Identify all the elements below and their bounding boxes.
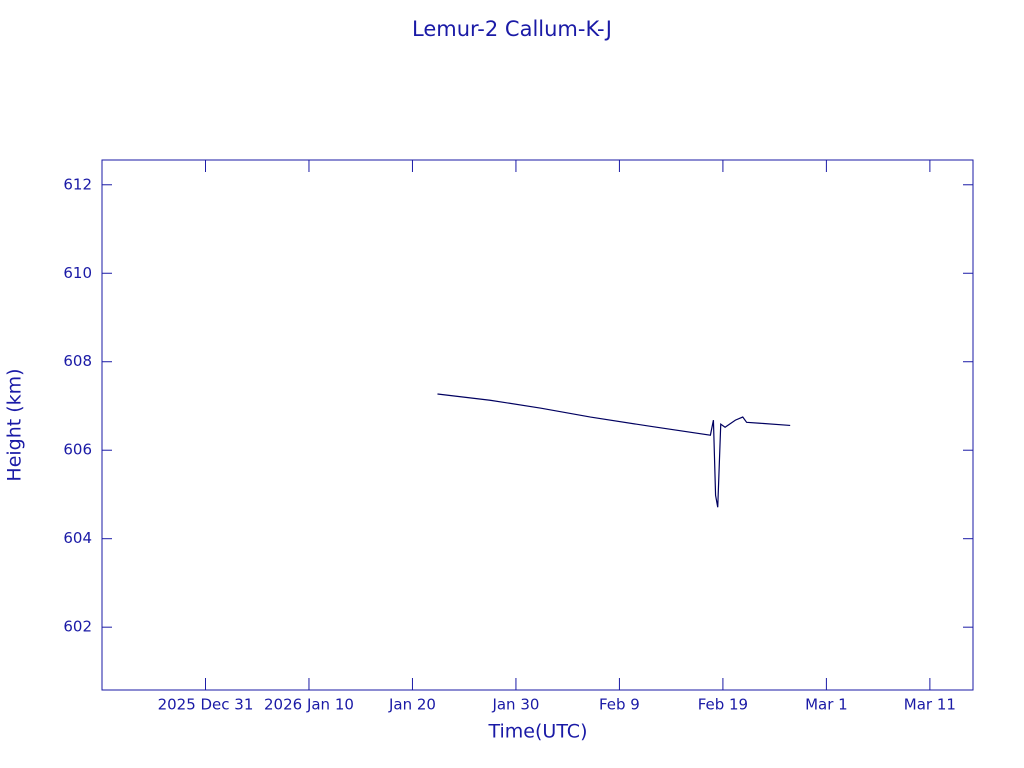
x-tick-label: Feb 19: [698, 696, 748, 714]
x-tick-label: Mar 11: [904, 696, 956, 714]
x-tick-label: Jan 20: [388, 696, 436, 714]
y-tick-label: 608: [63, 352, 92, 370]
plot-frame: [101, 159, 974, 691]
y-tick-label: 612: [63, 175, 92, 193]
x-tick-label: 2026 Jan 10: [264, 696, 354, 714]
x-tick-label: 2025 Dec 31: [158, 696, 254, 714]
y-tick-label: 602: [63, 618, 92, 636]
chart-title: Lemur-2 Callum-K-J: [412, 17, 612, 41]
data-line: [437, 393, 791, 508]
x-tick-label: Mar 1: [805, 696, 848, 714]
y-axis-label: Height (km): [4, 368, 26, 481]
y-tick-label: 606: [63, 441, 92, 459]
y-tick-label: 610: [63, 264, 92, 282]
y-tick-label: 604: [63, 529, 92, 547]
x-tick-label: Jan 30: [491, 696, 539, 714]
x-axis-label: Time(UTC): [488, 721, 588, 743]
x-tick-label: Feb 9: [599, 696, 640, 714]
